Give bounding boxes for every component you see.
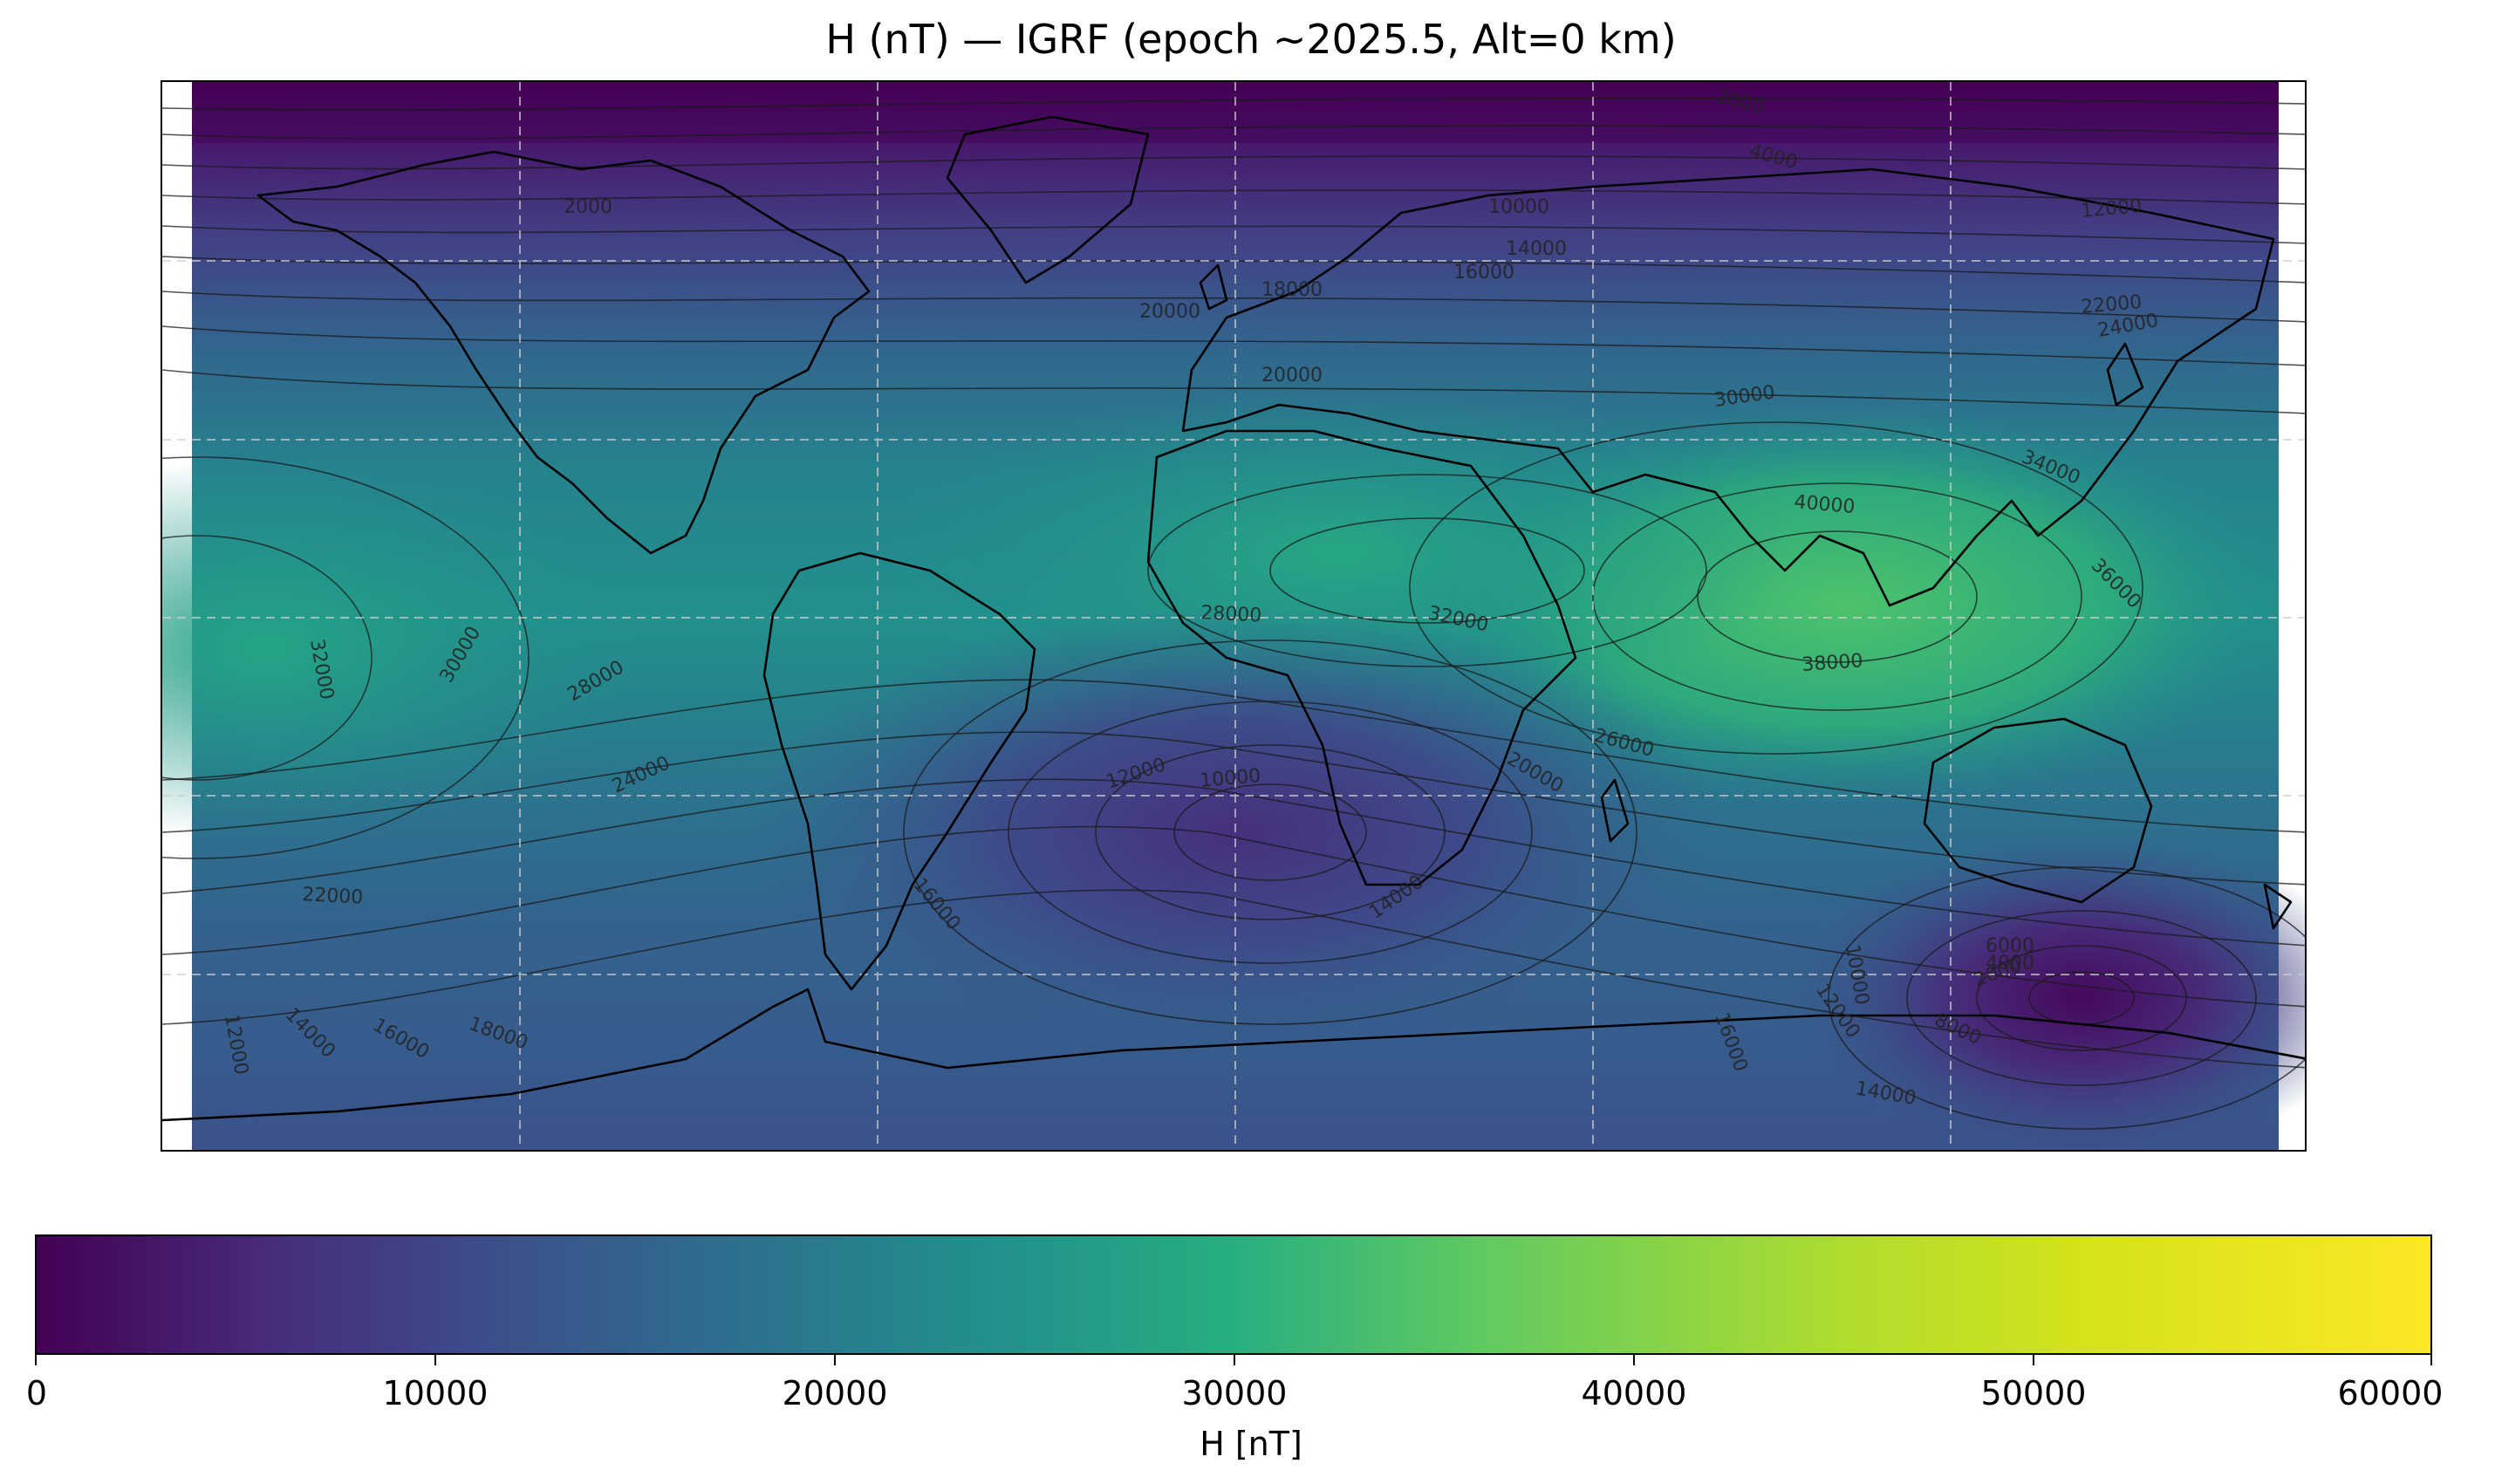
contour-label: 4000 — [1986, 953, 2034, 975]
contour-label: 10000 — [1199, 765, 1261, 792]
colorbar-tick-mark — [1234, 1355, 1235, 1365]
australia-coast — [1923, 717, 2153, 904]
colorbar-tick-mark — [35, 1355, 37, 1365]
colorbar-tick-label: 0 — [25, 1374, 48, 1412]
contour-label: 18000 — [1261, 279, 1323, 301]
contour-label: 20000 — [1261, 365, 1323, 386]
contour-label: 10000 — [1488, 196, 1549, 218]
uk-coast — [1199, 263, 1228, 311]
colorbar-tick-mark — [2430, 1355, 2432, 1365]
contour-label: 16000 — [1453, 262, 1514, 284]
contour-label: 2000 — [564, 196, 612, 218]
field-high-pacific — [162, 457, 633, 841]
colorbar-tick-label: 60000 — [2337, 1374, 2444, 1412]
eurasia-coast — [1181, 168, 2275, 607]
gridlines — [162, 82, 2305, 1150]
field-low-saa — [747, 605, 1724, 1059]
antarctica-coast — [162, 988, 2305, 1122]
colorbar-tick-label: 30000 — [1181, 1374, 1288, 1412]
colorbar-tick-mark — [434, 1355, 436, 1365]
south-america-coast — [762, 551, 1036, 991]
colorbar-tick-mark — [834, 1355, 836, 1365]
contour-label: 40000 — [1793, 491, 1856, 518]
greenland-coast — [946, 115, 1150, 284]
contour-label: 22000 — [302, 884, 364, 909]
colorbar-tick-mark — [2033, 1355, 2034, 1365]
colorbar-tick-label: 40000 — [1581, 1374, 1687, 1412]
contour-label: 12000 — [2080, 195, 2143, 222]
contour-label: 14000 — [1506, 238, 1567, 260]
colorbar-tick-label: 50000 — [1980, 1374, 2087, 1412]
africa-coast — [1146, 429, 1577, 886]
map-canvas: 2000 4000 2000 10000 12000 14000 16000 1… — [162, 82, 2305, 1150]
contour-label: 20000 — [1139, 301, 1200, 323]
colorbar — [35, 1234, 2432, 1355]
contour-lines — [162, 97, 2305, 1130]
colorbar-tick-label: 20000 — [782, 1374, 888, 1412]
map-title: H (nT) — IGRF (epoch ~2025.5, Alt=0 km) — [825, 16, 1677, 63]
contour-label: 38000 — [1801, 650, 1864, 676]
new-zealand-coast — [2263, 883, 2293, 930]
contour-label: 22000 — [2080, 291, 2143, 318]
madagascar-coast — [1600, 778, 1630, 843]
colorbar-tick-label: 10000 — [382, 1374, 489, 1412]
contour-label: 28000 — [1200, 602, 1262, 627]
colorbar-label: H [nT] — [1200, 1425, 1302, 1463]
map-panel: 2000 4000 2000 10000 12000 14000 16000 1… — [161, 80, 2307, 1152]
japan-coast — [2106, 342, 2144, 407]
contour-label: 6000 — [1986, 935, 2034, 957]
colorbar-tick-mark — [1633, 1355, 1635, 1365]
north-america-coast — [256, 150, 871, 555]
coastlines — [162, 115, 2305, 1122]
